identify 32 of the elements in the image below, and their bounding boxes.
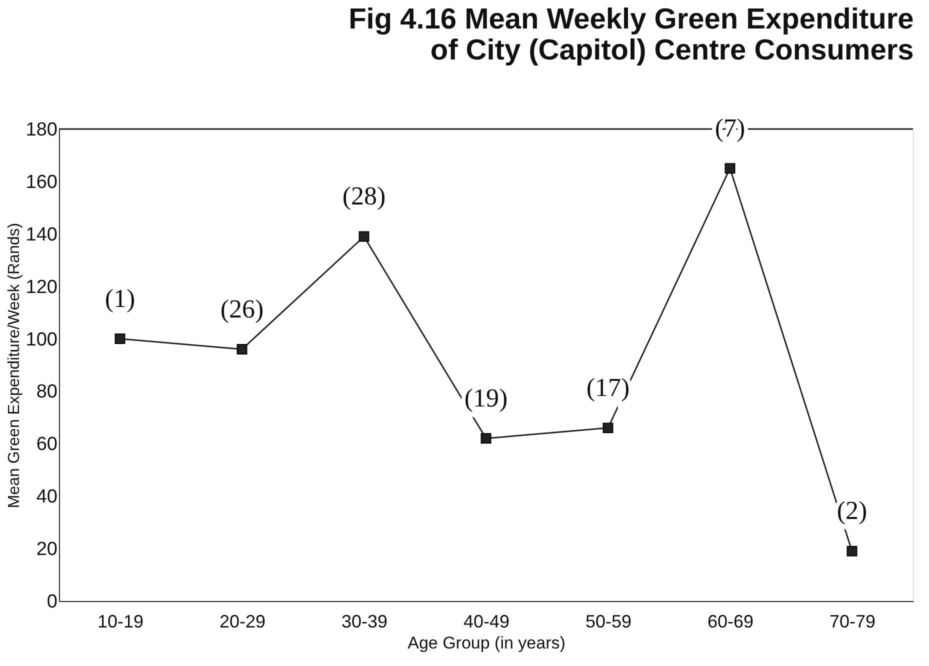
- text: of City (Capitol) Centre Consumers: [430, 34, 914, 66]
- y-axis-title: Mean Green Expenditure/Week (Rands): [6, 222, 23, 508]
- x-tick-label: 20-29: [219, 612, 266, 632]
- annotation: (1): [104, 284, 136, 313]
- point: [602, 422, 614, 434]
- x-tick-label: 50-59: [585, 612, 632, 632]
- point: [114, 334, 126, 344]
- y-tick-label: 120: [26, 276, 58, 298]
- y-tick-label: 140: [26, 224, 58, 246]
- y-tick-label: 20: [36, 539, 58, 560]
- y-tick-label: 80: [36, 382, 58, 403]
- y-tick-label: 100: [26, 329, 58, 350]
- text: Fig 4.16 Mean Weekly Green Expenditure: [348, 3, 914, 36]
- annotation: (28): [342, 182, 386, 211]
- point: [480, 433, 492, 444]
- x-tick-label: 10-19: [97, 612, 144, 632]
- x-axis-title: Age Group (in years): [408, 634, 566, 652]
- point: [236, 344, 248, 355]
- x-tick-label: 30-39: [341, 612, 388, 632]
- y-tick-label: 60: [36, 434, 58, 456]
- x-tick-label: 40-49: [463, 612, 510, 632]
- y-tick-label: 0: [46, 592, 58, 612]
- annotation: (19): [464, 383, 508, 412]
- annotation: (26): [220, 294, 264, 324]
- point: [846, 546, 858, 556]
- x-tick-label: 70-79: [829, 612, 876, 632]
- y-tick-label: 180: [26, 120, 58, 140]
- y-tick-label: 40: [36, 486, 58, 508]
- y-tick-label: 160: [26, 172, 58, 193]
- point: [358, 231, 370, 242]
- x-tick-label: 60-69: [707, 612, 754, 632]
- point: [724, 163, 736, 174]
